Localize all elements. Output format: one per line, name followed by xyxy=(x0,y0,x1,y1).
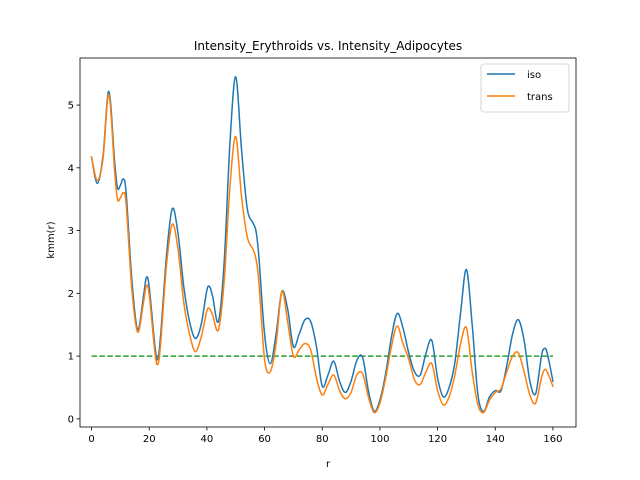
x-tick-label: 0 xyxy=(88,434,94,445)
x-tick-label: 140 xyxy=(486,434,505,445)
x-tick-label: 120 xyxy=(428,434,447,445)
y-tick-label: 4 xyxy=(68,163,74,174)
chart-title: Intensity_Erythroids vs. Intensity_Adipo… xyxy=(194,39,462,53)
x-tick-label: 100 xyxy=(370,434,389,445)
x-axis-ticks: 0 20 40 60 80 100 120 140 160 xyxy=(88,427,562,445)
y-tick-label: 3 xyxy=(68,226,74,237)
x-axis-label: r xyxy=(326,459,331,470)
y-tick-label: 2 xyxy=(68,289,74,300)
y-tick-label: 0 xyxy=(68,414,74,425)
x-tick-label: 20 xyxy=(143,434,156,445)
axes-frame xyxy=(79,57,577,428)
y-axis-ticks: 0 1 2 3 4 5 xyxy=(68,101,80,425)
y-axis-label: kmm(r) xyxy=(46,221,57,258)
y-tick-label: 5 xyxy=(68,101,74,112)
legend-label-iso: iso xyxy=(527,70,541,81)
series-line-trans xyxy=(90,93,554,414)
x-tick-label: 160 xyxy=(543,434,562,445)
legend: iso trans xyxy=(480,63,570,113)
legend-box xyxy=(480,63,570,113)
plot-area xyxy=(79,57,577,428)
y-tick-label: 1 xyxy=(68,352,74,363)
x-tick-label: 40 xyxy=(201,434,214,445)
x-tick-label: 60 xyxy=(258,434,271,445)
legend-label-trans: trans xyxy=(527,92,553,103)
series-line-iso xyxy=(90,76,554,413)
x-tick-label: 80 xyxy=(316,434,329,445)
